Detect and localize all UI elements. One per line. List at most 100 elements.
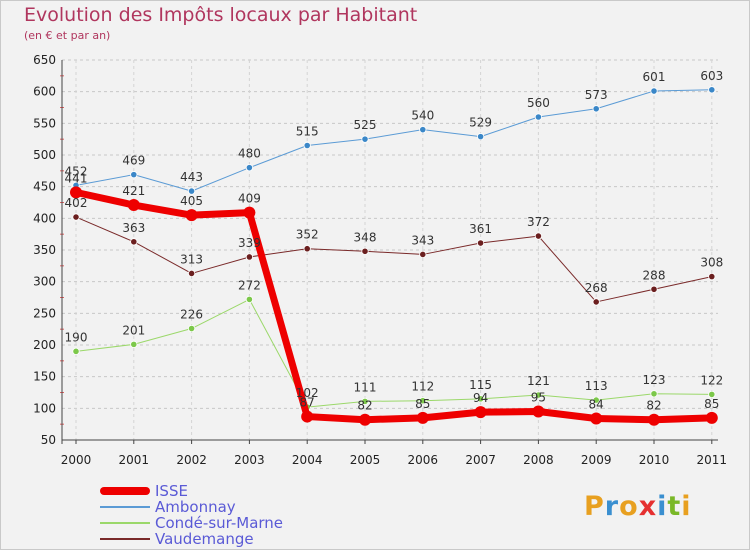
data-label-conde-sur-marne: 201 bbox=[122, 323, 145, 337]
data-label-ambonnay: 529 bbox=[469, 116, 492, 130]
data-label-conde-sur-marne: 112 bbox=[411, 380, 434, 394]
data-point-vaudemange bbox=[72, 213, 80, 221]
x-tick-label: 2011 bbox=[697, 453, 728, 467]
data-point-ambonnay bbox=[188, 187, 196, 195]
series-line-vaudemange bbox=[75, 216, 713, 303]
legend-swatch-conde-sur-marne bbox=[100, 522, 150, 524]
data-label-vaudemange: 268 bbox=[585, 281, 608, 295]
series-line-ambonnay bbox=[75, 89, 713, 192]
legend-item-vaudemange: Vaudemange bbox=[100, 530, 360, 548]
data-point-isse bbox=[416, 411, 429, 424]
data-label-isse: 441 bbox=[65, 171, 88, 185]
data-label-vaudemange: 361 bbox=[469, 222, 492, 236]
y-tick-label: 200 bbox=[33, 338, 56, 352]
legend-swatch-ambonnay bbox=[100, 506, 150, 508]
data-label-isse: 87 bbox=[300, 396, 315, 410]
data-point-conde-sur-marne bbox=[708, 390, 716, 398]
data-point-vaudemange bbox=[245, 253, 253, 261]
x-tick-label: 2004 bbox=[292, 453, 323, 467]
logo-letter: x bbox=[638, 491, 658, 522]
data-point-ambonnay bbox=[361, 135, 369, 143]
legend-item-conde-sur-marne: Condé-sur-Marne bbox=[100, 514, 360, 532]
data-label-ambonnay: 452 bbox=[65, 164, 88, 178]
x-tick-label: 2007 bbox=[465, 453, 496, 467]
data-label-conde-sur-marne: 111 bbox=[354, 380, 377, 394]
y-tick-label: 150 bbox=[33, 370, 56, 384]
data-point-vaudemange bbox=[708, 272, 716, 281]
data-label-conde-sur-marne: 115 bbox=[469, 378, 492, 392]
data-point-isse bbox=[532, 405, 545, 418]
legend-item-ambonnay: Ambonnay bbox=[100, 498, 360, 516]
data-label-vaudemange: 348 bbox=[354, 230, 377, 244]
data-point-isse bbox=[648, 413, 660, 426]
data-label-ambonnay: 525 bbox=[354, 118, 377, 132]
data-label-vaudemange: 313 bbox=[180, 252, 203, 266]
data-point-ambonnay bbox=[476, 133, 485, 141]
x-tick-label: 2009 bbox=[581, 453, 612, 467]
data-point-vaudemange bbox=[130, 238, 138, 246]
data-label-isse: 405 bbox=[180, 194, 203, 208]
legend-label-isse: ISSE bbox=[155, 482, 188, 500]
data-label-isse: 82 bbox=[646, 399, 661, 413]
data-label-ambonnay: 560 bbox=[527, 96, 550, 110]
logo-letter: t bbox=[667, 491, 682, 522]
data-point-ambonnay bbox=[130, 171, 138, 179]
data-label-vaudemange: 339 bbox=[238, 236, 261, 250]
data-label-vaudemange: 402 bbox=[65, 196, 88, 210]
data-point-isse bbox=[705, 411, 718, 424]
y-tick-label: 450 bbox=[33, 180, 56, 194]
data-label-ambonnay: 469 bbox=[122, 154, 145, 168]
data-point-isse bbox=[70, 186, 82, 199]
data-label-vaudemange: 363 bbox=[122, 221, 145, 235]
series-line-isse bbox=[72, 188, 716, 424]
data-point-conde-sur-marne bbox=[476, 395, 485, 403]
data-label-conde-sur-marne: 123 bbox=[643, 373, 666, 387]
data-label-ambonnay: 603 bbox=[700, 69, 723, 83]
data-point-vaudemange bbox=[650, 285, 658, 293]
data-label-ambonnay: 480 bbox=[238, 147, 261, 161]
y-tick-label: 350 bbox=[33, 243, 56, 257]
y-tick-label: 100 bbox=[33, 401, 56, 415]
data-point-ambonnay bbox=[708, 86, 716, 94]
x-tick-label: 2006 bbox=[408, 453, 439, 467]
data-point-isse bbox=[127, 199, 140, 212]
legend-swatch-isse bbox=[100, 487, 150, 495]
data-point-ambonnay bbox=[650, 87, 658, 95]
data-label-conde-sur-marne: 272 bbox=[238, 278, 261, 292]
data-label-isse: 421 bbox=[122, 184, 145, 198]
y-tick-label: 300 bbox=[33, 275, 56, 289]
data-point-isse bbox=[359, 413, 371, 426]
logo-letter: o bbox=[619, 491, 639, 522]
data-label-conde-sur-marne: 121 bbox=[527, 374, 550, 388]
data-point-isse bbox=[243, 206, 256, 219]
y-tick-label: 400 bbox=[33, 211, 56, 225]
data-labels: 452 469 443 480 515 525 540 529 560 573 601 603 402 3… bbox=[65, 69, 724, 413]
series-lines bbox=[70, 86, 718, 426]
x-tick-label: 2003 bbox=[234, 453, 265, 467]
data-label-vaudemange: 372 bbox=[527, 215, 550, 229]
y-tick-label: 600 bbox=[33, 85, 56, 99]
data-point-vaudemange bbox=[476, 239, 485, 247]
data-point-conde-sur-marne bbox=[650, 390, 658, 398]
data-point-conde-sur-marne bbox=[130, 340, 138, 348]
data-point-isse bbox=[590, 412, 603, 425]
data-label-conde-sur-marne: 226 bbox=[180, 308, 203, 322]
y-tick-label: 50 bbox=[41, 433, 56, 447]
legend-item-isse: ISSE bbox=[100, 482, 360, 500]
data-label-ambonnay: 573 bbox=[585, 88, 608, 102]
grid-lines bbox=[62, 59, 718, 441]
data-label-vaudemange: 288 bbox=[643, 268, 666, 282]
data-point-conde-sur-marne bbox=[592, 396, 600, 404]
data-point-ambonnay bbox=[419, 126, 427, 134]
data-label-isse: 82 bbox=[357, 399, 372, 413]
x-tick-label: 2000 bbox=[61, 453, 92, 467]
legend-swatch-vaudemange bbox=[100, 538, 150, 540]
legend-label-vaudemange: Vaudemange bbox=[155, 530, 254, 548]
data-point-isse bbox=[185, 209, 198, 222]
chart-title: Evolution des Impôts locaux par Habitant bbox=[24, 4, 418, 26]
data-label-vaudemange: 343 bbox=[411, 233, 434, 247]
data-point-conde-sur-marne bbox=[419, 397, 427, 405]
data-point-vaudemange bbox=[188, 269, 196, 278]
data-point-conde-sur-marne bbox=[245, 295, 253, 303]
